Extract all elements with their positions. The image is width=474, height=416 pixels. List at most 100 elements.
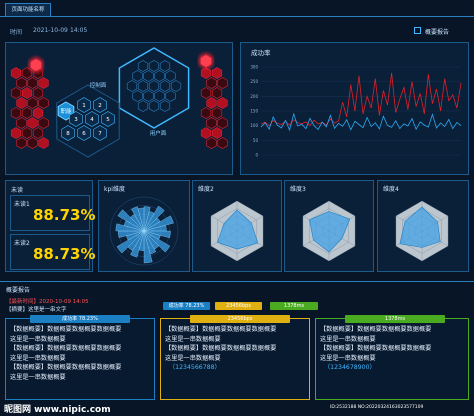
unread-label: 未读2 <box>14 240 30 247</box>
hex-cell <box>137 80 149 92</box>
report-card: 【数据概要】数据概要数据概要数据概要 这里是一串数据概要 【数据概要】数据概要数据概… <box>315 318 469 400</box>
report-title: 概要报告 <box>6 287 31 294</box>
hex-cell <box>154 70 165 82</box>
summary: 【摘要】这里是一串文字 <box>6 307 67 313</box>
y-tick-label: 0 <box>255 153 258 158</box>
hex-cell <box>10 67 22 79</box>
line-series <box>260 72 462 127</box>
hex-frame <box>56 84 120 158</box>
tab[interactable]: 页面功能名称 <box>5 3 51 16</box>
chart-panel: 成功率 0 50 100 150 200 250 300 <box>240 42 469 175</box>
unread-panel: 未读 未读1 88.73% 未读2 88.73% <box>5 180 96 272</box>
card-line: 【数据概要】数据概要数据概要数据概要 <box>320 326 432 333</box>
hex-cell <box>16 117 27 129</box>
radar-chart <box>395 200 449 262</box>
polar-ring <box>109 196 179 266</box>
hex-number: 5 <box>106 117 110 123</box>
hex-cell <box>154 90 165 102</box>
card-badge: 成功率 78.23% <box>30 315 130 323</box>
card-line: 这里是一串数据概要 <box>320 354 376 362</box>
hex-cell <box>159 80 171 92</box>
card-badge: 23456bps <box>190 315 290 323</box>
latest-time: 【最新时间】2020-10-09 14:05 <box>6 299 89 305</box>
report-card: 【数据概要】数据概要数据概要数据概要 这里是一串数据概要 【数据概要】数据概要数据概… <box>160 318 310 400</box>
hex-cell <box>159 100 171 112</box>
polar-wedge <box>143 230 171 253</box>
hex-cell <box>27 97 38 109</box>
hex-glow <box>200 55 212 67</box>
card-badge: 1378ms <box>345 315 445 323</box>
radar-chart <box>210 200 264 262</box>
hex-cell <box>69 111 83 127</box>
hex-cell <box>165 70 176 82</box>
hex-cell <box>132 70 143 82</box>
hex-cell <box>38 117 49 129</box>
divider <box>0 16 474 17</box>
unread-title: 未读 <box>11 187 24 194</box>
hex-cell <box>101 111 115 127</box>
hex-big <box>118 47 190 129</box>
hex-cell <box>16 97 27 109</box>
hex-cell <box>61 125 75 141</box>
hex-cell <box>200 67 212 79</box>
report-icon[interactable] <box>414 27 421 34</box>
hex-cell <box>200 107 212 119</box>
watermark-id: ID:2532188 NO:20220324163023577109 <box>330 405 424 410</box>
hex-cell <box>38 77 49 89</box>
hex-cell <box>85 111 99 127</box>
hex-cell <box>211 67 223 79</box>
hex-cell <box>206 137 217 149</box>
kpi-title: kpi维度 <box>104 186 125 193</box>
hex-cell <box>137 100 149 112</box>
hex-cell <box>32 107 44 119</box>
line-series <box>260 112 462 132</box>
report-button[interactable]: 概要报告 <box>425 29 450 36</box>
hex-cell <box>32 87 44 99</box>
hex-cell <box>10 127 22 139</box>
hex-cell <box>143 70 154 82</box>
card-line: 这里是一串数据概要 <box>165 335 221 343</box>
hex-cell <box>126 80 138 92</box>
hex-cell <box>211 127 223 139</box>
hex-cell <box>200 87 212 99</box>
polar-chart <box>109 196 179 266</box>
unread-value: 88.73% <box>33 206 96 224</box>
card-line: 这里是一串数据概要 <box>320 335 376 343</box>
card-line: 【数据概要】数据概要数据概要数据概要 <box>10 326 122 333</box>
hex-number: 8 <box>66 131 70 137</box>
kpi-panel: kpi维度 <box>98 180 190 272</box>
card-line: 【数据概要】数据概要数据概要数据概要 <box>165 326 277 333</box>
radar-title: 维度3 <box>290 186 306 193</box>
hex-label: 用户面 <box>150 129 167 137</box>
watermark: 昵图网 www.nipic.com <box>4 405 111 415</box>
badge: 23456bps <box>215 302 262 310</box>
hex-cell <box>159 60 171 72</box>
hex-cell <box>217 137 228 149</box>
hex-cell <box>38 137 49 149</box>
hex-cell <box>27 117 38 129</box>
hex-number: 4 <box>90 117 94 123</box>
hex-cell <box>148 60 160 72</box>
hex-number: 1 <box>82 103 86 109</box>
card-line: 这里是一串数据概要 <box>10 373 66 381</box>
hex-cell <box>211 107 223 119</box>
y-tick-label: 200 <box>250 94 258 99</box>
hex-cell <box>206 77 217 89</box>
hex-cell <box>38 97 49 109</box>
hex-label: 控制面 <box>90 81 107 89</box>
card-line: （1234566788） <box>169 364 221 371</box>
badge: 成功率 78.23% <box>163 302 210 310</box>
unread-value: 88.73% <box>33 245 96 263</box>
y-tick-label: 250 <box>250 79 258 84</box>
hex-cell <box>211 87 223 99</box>
hex-number: 3 <box>74 117 78 123</box>
report-card: 【数据概要】数据概要数据概要数据概要 这里是一串数据概要 【数据概要】数据概要数据概… <box>5 318 155 400</box>
hex-cell <box>165 90 176 102</box>
card-line: 这里是一串数据概要 <box>10 354 66 362</box>
hex-cell <box>217 77 228 89</box>
hex-cell <box>21 87 33 99</box>
hex-cell <box>77 125 91 141</box>
radar-area <box>217 209 259 250</box>
